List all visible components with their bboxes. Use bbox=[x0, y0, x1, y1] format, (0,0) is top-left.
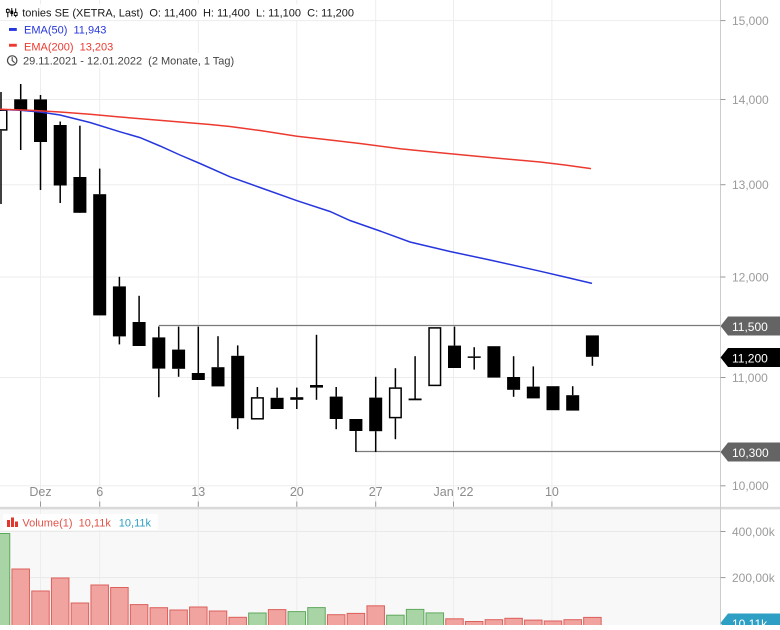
svg-text:10,300: 10,300 bbox=[732, 446, 769, 460]
svg-text:6: 6 bbox=[96, 485, 103, 499]
svg-text:13: 13 bbox=[191, 485, 205, 499]
svg-text:13,000: 13,000 bbox=[732, 178, 769, 192]
svg-text:12,000: 12,000 bbox=[732, 270, 769, 284]
svg-text:29.11.2021 - 12.01.2022 (2 Mo: 29.11.2021 - 12.01.2022 (2 Monate, 1 Tag… bbox=[23, 56, 234, 68]
svg-text:Volume(1) 10,11k: Volume(1) 10,11k bbox=[22, 517, 111, 529]
svg-text:tonies SE (XETRA, Last) O: 11: tonies SE (XETRA, Last) O: 11,400 H: 11,… bbox=[22, 7, 354, 19]
svg-text:11,000: 11,000 bbox=[732, 371, 768, 385]
svg-text:15,000: 15,000 bbox=[732, 14, 769, 28]
svg-text:Dez: Dez bbox=[29, 485, 51, 499]
svg-text:EMA(200) 13,203: EMA(200) 13,203 bbox=[24, 41, 113, 53]
svg-text:Jan '22: Jan '22 bbox=[434, 485, 474, 499]
svg-text:10,11k: 10,11k bbox=[732, 617, 768, 625]
svg-text:10,000: 10,000 bbox=[732, 479, 769, 493]
svg-text:10: 10 bbox=[545, 485, 559, 499]
svg-text:400,00k: 400,00k bbox=[732, 525, 776, 539]
svg-text:27: 27 bbox=[369, 485, 383, 499]
svg-text:20: 20 bbox=[290, 485, 304, 499]
svg-text:EMA(50) 11,943: EMA(50) 11,943 bbox=[24, 25, 106, 37]
svg-text:11,200: 11,200 bbox=[732, 351, 768, 365]
svg-text:11,500: 11,500 bbox=[732, 320, 768, 334]
svg-text:14,000: 14,000 bbox=[732, 93, 769, 107]
svg-text:200,00k: 200,00k bbox=[732, 571, 776, 585]
svg-text:10,11k: 10,11k bbox=[119, 517, 152, 529]
